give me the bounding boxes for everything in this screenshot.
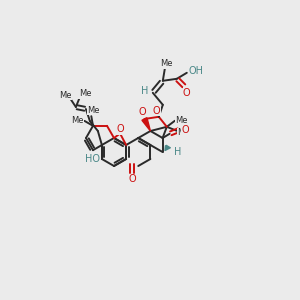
Text: Me: Me [58,91,71,100]
Text: HO: HO [85,154,100,164]
Text: Me: Me [178,128,190,137]
Text: Me: Me [71,116,84,125]
Text: OH: OH [188,66,203,76]
Text: O: O [139,107,146,117]
Text: O: O [116,124,124,134]
Text: Me: Me [87,106,100,115]
Polygon shape [142,118,150,131]
Text: O: O [183,88,190,98]
Text: Me: Me [79,89,91,98]
Text: Me: Me [160,59,173,68]
Text: O: O [182,125,189,135]
Text: O: O [153,106,160,116]
Text: Me: Me [176,116,188,125]
Text: H: H [141,86,148,96]
Text: H: H [174,147,181,157]
Text: O: O [128,175,136,184]
